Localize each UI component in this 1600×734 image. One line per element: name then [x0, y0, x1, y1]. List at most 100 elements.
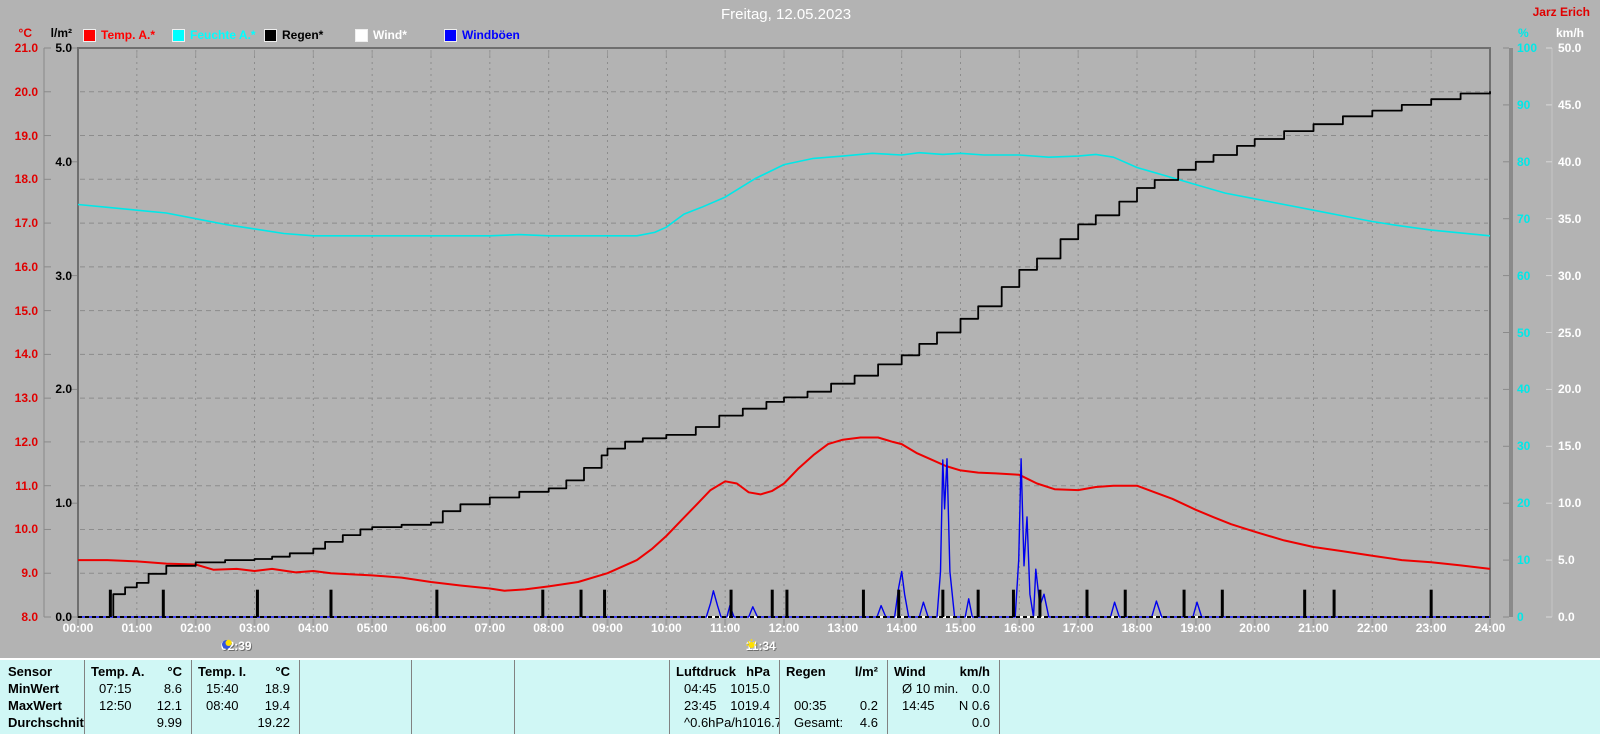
- table-col-regen: Regen l/m² 00:35 0.2 Gesamt: 4.6: [780, 660, 888, 734]
- table-cell-left: [306, 680, 314, 697]
- temp-tick-label: 10.0: [14, 522, 38, 537]
- x-tick-label: 23:00: [1415, 621, 1447, 635]
- summary-table: Sensor MinWert MaxWert Durchschnitt Temp. A.…: [0, 658, 1600, 734]
- x-tick-label: 10:00: [650, 621, 682, 635]
- table-cell-right: l/m²: [854, 664, 878, 679]
- x-tick-label: 24:00: [1474, 621, 1506, 635]
- x-tick-label: 21:00: [1298, 621, 1329, 635]
- table-cell-right: 0.0: [971, 681, 990, 696]
- astro-marker-1134: 11:34: [746, 639, 776, 653]
- astro-marker-0239: 02:39: [221, 639, 252, 653]
- table-cell-left: [91, 714, 99, 731]
- wind-tick-label: 10.0: [1558, 496, 1582, 511]
- table-cell-left: Wind: [894, 664, 926, 679]
- series-temp-out: [78, 436, 1491, 592]
- table-cell-left: ^0.6hPa/h: [684, 715, 743, 730]
- rain-event-bar: [161, 589, 165, 617]
- wind-tick-label: 30.0: [1558, 268, 1582, 283]
- rain-event-bar: [1038, 589, 1042, 617]
- x-tick-label: 02:00: [180, 621, 211, 635]
- x-tick-label: 19:00: [1180, 621, 1212, 635]
- table-cell-right: N 0.6: [958, 698, 990, 713]
- temp-axis-unit: °C: [18, 26, 32, 40]
- temp-tick-label: 21.0: [14, 41, 38, 55]
- rain-axis-unit: l/m²: [50, 26, 72, 40]
- table-col-empty: [515, 660, 670, 734]
- table-cell-left: [306, 697, 314, 714]
- legend-swatch: [83, 28, 96, 42]
- rain-event-bar: [1123, 589, 1127, 617]
- table-cell-right: 1016.7: [742, 715, 779, 730]
- rain-tick-label: 2.0: [55, 382, 72, 397]
- rain-event-bar: [579, 589, 583, 617]
- table-cell-left: Temp. A.: [91, 664, 145, 679]
- x-tick-label: 07:00: [474, 621, 506, 635]
- table-cell-right: 12.1: [156, 698, 182, 713]
- moon-icon: [221, 639, 232, 649]
- legend-swatch: [444, 28, 457, 42]
- x-tick-label: 09:00: [592, 621, 623, 635]
- table-row-label: MinWert: [8, 681, 60, 696]
- table-cell-right: 0.2: [859, 698, 878, 713]
- rain-event-bar: [729, 589, 733, 617]
- table-cell-left: Regen: [786, 664, 826, 679]
- humidity-tick-label: 30: [1517, 439, 1531, 454]
- table-cell-right: °C: [167, 664, 182, 679]
- humidity-tick-label: 80: [1517, 154, 1531, 169]
- temp-tick-label: 12.0: [14, 434, 38, 449]
- legend-item-series-humidity-out[interactable]: Feuchte A.*: [172, 28, 256, 42]
- table-cell-right: 19.4: [264, 698, 290, 713]
- x-tick-label: 18:00: [1121, 621, 1153, 635]
- station-name: Jarz Erich: [1532, 5, 1590, 19]
- legend-item-series-temp-out[interactable]: Temp. A.*: [83, 28, 155, 42]
- table-col-empty: [300, 660, 412, 734]
- table-cell-left: [521, 714, 529, 731]
- table-cell-right: °C: [275, 664, 290, 679]
- table-col-empty: [412, 660, 515, 734]
- wind-tick-label: 25.0: [1558, 325, 1582, 340]
- table-cell-right: hPa: [746, 664, 770, 679]
- rain-event-bar: [1182, 589, 1186, 617]
- x-tick-label: 03:00: [239, 621, 270, 635]
- table-cell-right: 18.9: [264, 681, 290, 696]
- table-cell-right: 0.0: [971, 715, 990, 730]
- chart-plot-area[interactable]: [0, 0, 1600, 658]
- table-cell-left: [521, 697, 529, 714]
- legend-label: Windböen: [462, 28, 520, 42]
- table-cell-left: [1006, 714, 1014, 731]
- humidity-tick-label: 50: [1517, 325, 1531, 340]
- table-cell-left: Luftdruck: [676, 664, 736, 679]
- x-tick-label: 12:00: [768, 621, 800, 635]
- table-cell-right: 1015.0: [730, 681, 770, 696]
- rain-event-bar: [941, 589, 945, 617]
- table-col-empty: [1000, 660, 1600, 734]
- legend-label: Feuchte A.*: [190, 28, 256, 42]
- table-cell-left: Ø 10 min.: [902, 681, 959, 696]
- humidity-tick-label: 10: [1517, 553, 1531, 568]
- table-cell-left: 15:40: [206, 681, 239, 696]
- humidity-tick-label: 40: [1517, 382, 1531, 397]
- temp-tick-label: 15.0: [14, 303, 38, 318]
- x-tick-label: 15:00: [945, 621, 976, 635]
- temp-tick-label: 11.0: [15, 478, 38, 493]
- humidity-tick-label: 90: [1517, 97, 1531, 112]
- legend-item-series-wind-gusts[interactable]: Windböen: [444, 28, 520, 42]
- legend-item-series-wind-avg[interactable]: Wind*: [355, 28, 407, 42]
- table-col-temp-i-: Temp. I. °C 15:40 18.9 08:40 19.4 19.22: [192, 660, 300, 734]
- rain-tick-label: 3.0: [55, 268, 72, 283]
- rain-tick-label: 4.0: [55, 154, 72, 169]
- x-tick-label: 11:00: [710, 621, 741, 635]
- x-tick-label: 16:00: [1003, 621, 1035, 635]
- table-cell-left: 07:15: [99, 681, 132, 696]
- table-cell-right: 19.22: [257, 715, 290, 730]
- legend-swatch: [172, 28, 185, 42]
- wind-tick-label: 40.0: [1558, 154, 1582, 169]
- table-cell-right: 4.6: [859, 715, 878, 730]
- table-cell-left: [198, 714, 206, 731]
- humidity-axis-unit: %: [1518, 26, 1529, 40]
- temp-tick-label: 16.0: [14, 259, 38, 274]
- x-tick-label: 17:00: [1062, 621, 1094, 635]
- legend-item-series-rain-cumulative[interactable]: Regen*: [264, 28, 323, 42]
- rain-event-bar: [770, 589, 774, 617]
- temp-tick-label: 20.0: [14, 84, 38, 99]
